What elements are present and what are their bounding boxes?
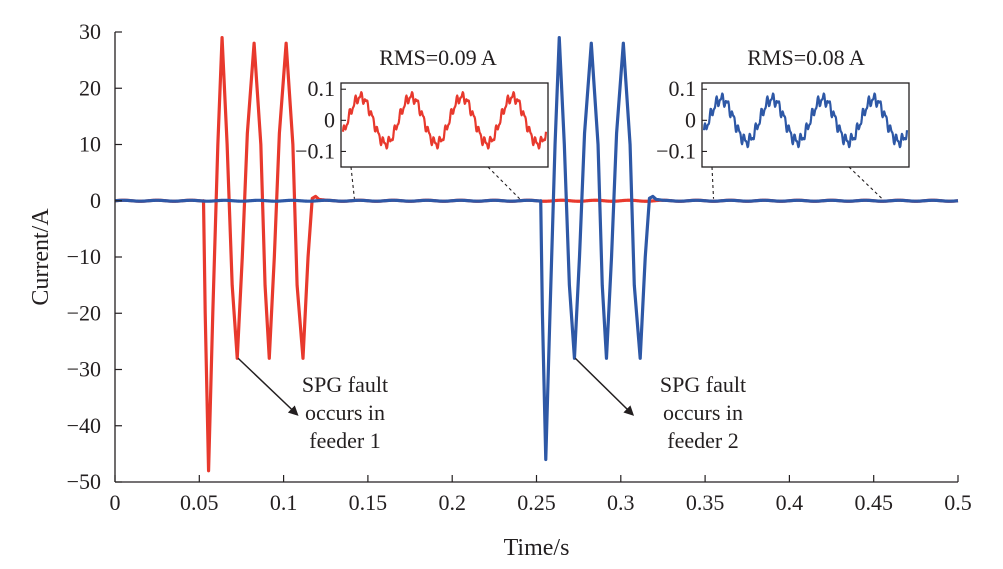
y-tick-label: 0 — [90, 188, 101, 213]
x-tick-label: 0.35 — [686, 490, 725, 515]
y-tick-label: 30 — [79, 19, 101, 44]
x-tick-label: 0.4 — [776, 490, 804, 515]
fault-arrow — [574, 357, 635, 416]
x-tick-label: 0.45 — [854, 490, 893, 515]
x-tick-label: 0 — [110, 490, 121, 515]
x-tick-label: 0.5 — [944, 490, 972, 515]
inset-y-tick-label: 0.1 — [669, 76, 697, 101]
inset-connector-left — [350, 166, 355, 199]
y-tick-label: −30 — [67, 357, 101, 382]
inset-title: RMS=0.09 A — [379, 45, 497, 70]
x-tick-label: 0.1 — [270, 490, 298, 515]
x-tick-label: 0.05 — [180, 490, 219, 515]
x-tick-label: 0.2 — [438, 490, 466, 515]
inset-y-tick-label: 0 — [324, 107, 335, 132]
inset-y-tick-label: −0.1 — [295, 138, 335, 163]
inset-connector-left — [711, 166, 715, 199]
inset-connector-right — [848, 166, 883, 200]
fault-arrow — [237, 357, 299, 416]
fault-annotation-line: feeder 2 — [667, 428, 738, 453]
y-tick-label: 10 — [79, 132, 101, 157]
inset-waveform — [702, 92, 909, 149]
x-tick-label: 0.3 — [607, 490, 635, 515]
x-tick-label: 0.25 — [517, 490, 556, 515]
inset-waveform — [341, 91, 548, 150]
inset-title: RMS=0.08 A — [747, 45, 865, 70]
fault-annotation-line: occurs in — [305, 400, 385, 425]
y-tick-label: 20 — [79, 75, 101, 100]
y-axis-label: Current/A — [28, 208, 54, 306]
x-axis-label: Time/s — [504, 535, 570, 561]
series-layer — [114, 36, 959, 473]
fault-annotation-line: occurs in — [663, 400, 743, 425]
x-tick-label: 0.15 — [349, 490, 388, 515]
fault-annotation-line: SPG fault — [660, 372, 746, 397]
fault-annotation-line: feeder 1 — [309, 428, 380, 453]
series-line-2 — [114, 36, 959, 462]
y-tick-label: −50 — [67, 469, 101, 494]
inset-connector-right — [487, 166, 521, 200]
insets-layer: RMS=0.09 A 0.1 0 −0.1 RMS=0.08 A 0.1 0 −0.1 — [295, 45, 910, 200]
fault-annotation-line: SPG fault — [302, 372, 388, 397]
inset-y-tick-label: −0.1 — [656, 138, 696, 163]
y-tick-label: −10 — [67, 244, 101, 269]
y-tick-label: −40 — [67, 413, 101, 438]
annotations-layer: SPG fault occurs in feeder 1 SPG fault occur… — [237, 357, 746, 453]
axes-layer: 30 20 10 0 −10 −20 −30 −40 −50 0 0.05 0.1 0.15 0.2 0.2… — [28, 19, 972, 561]
y-tick-label: −20 — [67, 300, 101, 325]
inset-y-tick-label: 0.1 — [308, 76, 336, 101]
inset-y-tick-label: 0 — [685, 107, 696, 132]
